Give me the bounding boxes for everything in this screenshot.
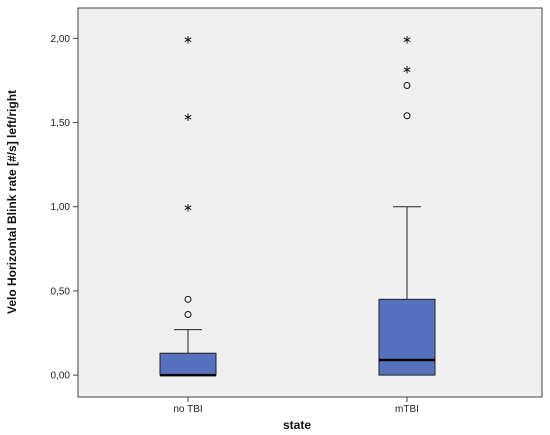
outlier-star: ∗ — [183, 201, 193, 215]
outlier-star: ∗ — [183, 110, 193, 124]
outlier-circle — [184, 295, 192, 303]
outlier-star: ∗ — [183, 32, 193, 46]
outlier-circle — [403, 81, 411, 89]
x-axis-title: state — [283, 418, 311, 432]
y-tick-label: 1,50 — [51, 118, 71, 129]
y-tick-label: 2,00 — [51, 34, 71, 45]
x-tick-label: mTBI — [395, 404, 419, 415]
box-mtbi: ∗∗ — [378, 32, 436, 376]
y-tick-label: 0,00 — [51, 371, 71, 382]
y-axis: 0,00 0,50 1,00 1,50 2,00 — [51, 34, 78, 382]
box-iqr — [159, 352, 217, 376]
box-series: ∗∗∗∗∗ — [159, 32, 436, 377]
plot-area — [77, 7, 543, 398]
outlier-circle — [184, 310, 192, 318]
y-tick-label: 0,50 — [51, 286, 71, 297]
y-tick-label: 1,00 — [51, 202, 71, 213]
outlier-star: ∗ — [402, 63, 412, 77]
box-iqr — [378, 298, 436, 376]
outlier-circle — [403, 112, 411, 120]
y-axis-title: Velo Horizontal Blink rate [#/s] left/ri… — [5, 90, 19, 314]
x-axis: no TBI mTBI — [173, 397, 419, 415]
outlier-star: ∗ — [402, 32, 412, 46]
box-no-tbi: ∗ ∗ ∗ — [159, 32, 217, 377]
x-tick-label: no TBI — [173, 404, 202, 415]
